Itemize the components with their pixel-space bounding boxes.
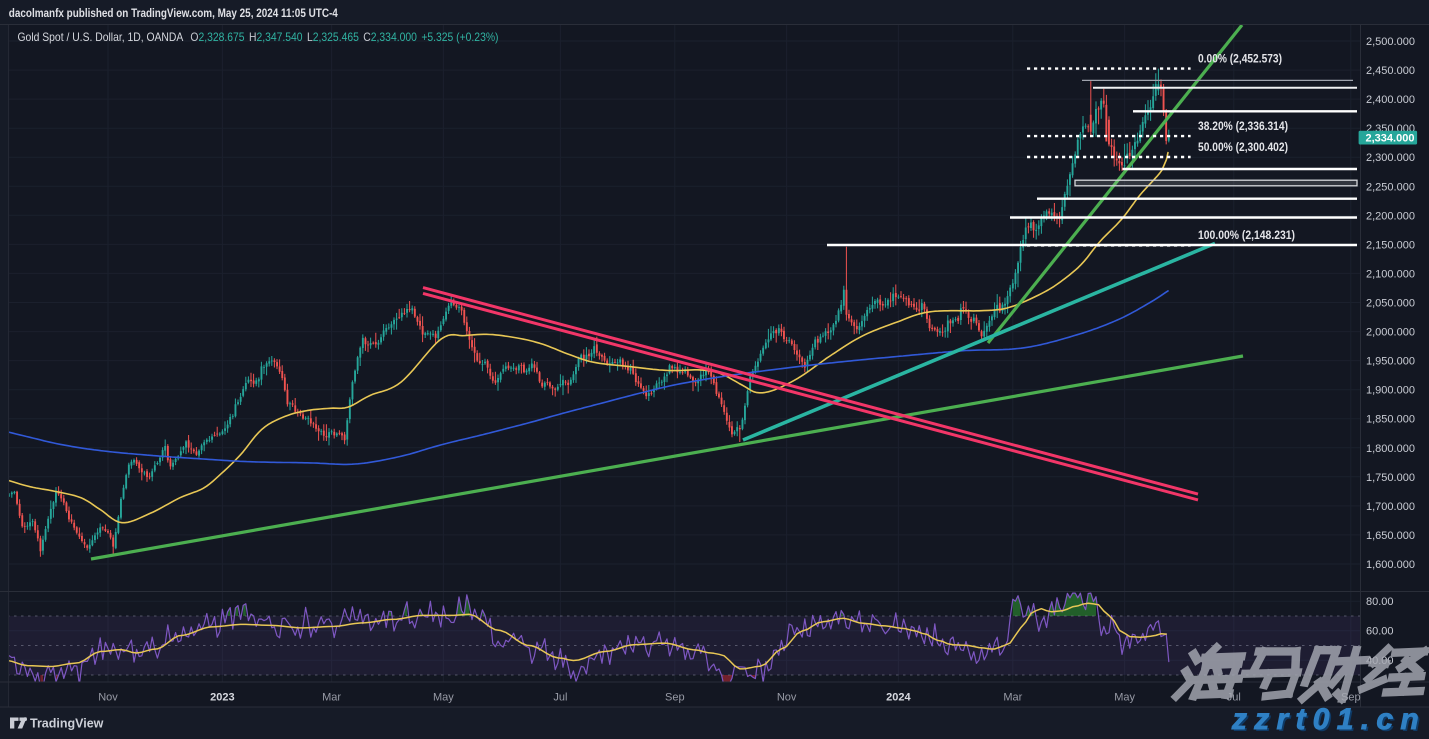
svg-text:2,100.000: 2,100.000 — [1366, 268, 1415, 280]
svg-text:2,150.000: 2,150.000 — [1366, 239, 1415, 251]
svg-text:1,700.000: 1,700.000 — [1366, 501, 1415, 513]
svg-text:1,750.000: 1,750.000 — [1366, 472, 1415, 484]
svg-text:zzrt01.cn: zzrt01.cn — [1233, 705, 1428, 738]
svg-text:2024: 2024 — [886, 692, 911, 704]
svg-text:2,450.000: 2,450.000 — [1366, 65, 1415, 77]
svg-text:80.00: 80.00 — [1366, 596, 1394, 608]
svg-text:May: May — [1114, 692, 1135, 704]
svg-text:100.00% (2,148.231): 100.00% (2,148.231) — [1198, 230, 1295, 242]
svg-text:Mar: Mar — [1003, 692, 1022, 704]
svg-text:1,650.000: 1,650.000 — [1366, 530, 1415, 542]
svg-text:2,500.000: 2,500.000 — [1366, 36, 1415, 48]
svg-text:Sep: Sep — [665, 692, 685, 704]
svg-text:dacolmanfx published on Tradin: dacolmanfx published on TradingView.com,… — [9, 6, 338, 20]
svg-text:Nov: Nov — [777, 692, 797, 704]
svg-text:1,600.000: 1,600.000 — [1366, 559, 1415, 571]
svg-text:38.20% (2,336.314): 38.20% (2,336.314) — [1198, 121, 1288, 133]
svg-text:2,400.000: 2,400.000 — [1366, 94, 1415, 106]
svg-text:1,800.000: 1,800.000 — [1366, 443, 1415, 455]
svg-text:TradingView: TradingView — [30, 717, 104, 731]
svg-text:2,200.000: 2,200.000 — [1366, 210, 1415, 222]
svg-text:2,050.000: 2,050.000 — [1366, 298, 1415, 310]
svg-text:2,300.000: 2,300.000 — [1366, 152, 1415, 164]
svg-text:50.00% (2,300.402): 50.00% (2,300.402) — [1198, 142, 1288, 154]
svg-text:2,000.000: 2,000.000 — [1366, 327, 1415, 339]
svg-text:0.00% (2,452.573): 0.00% (2,452.573) — [1198, 53, 1282, 65]
svg-text:Jul: Jul — [553, 692, 567, 704]
svg-text:60.00: 60.00 — [1366, 626, 1394, 638]
svg-text:Mar: Mar — [322, 692, 341, 704]
svg-text:zzrt01.cn: zzrt01.cn — [1231, 703, 1426, 736]
svg-text:Gold Spot / U.S. Dollar, 1D, O: Gold Spot / U.S. Dollar, 1D, OANDAO2,328… — [18, 31, 499, 44]
svg-text:1,950.000: 1,950.000 — [1366, 356, 1415, 368]
svg-text:1,850.000: 1,850.000 — [1366, 414, 1415, 426]
svg-text:May: May — [433, 692, 454, 704]
svg-text:Nov: Nov — [98, 692, 118, 704]
svg-text:2,334.000: 2,334.000 — [1366, 133, 1415, 145]
svg-text:2023: 2023 — [210, 692, 234, 704]
svg-text:1,900.000: 1,900.000 — [1366, 385, 1415, 397]
svg-text:2,250.000: 2,250.000 — [1366, 181, 1415, 193]
